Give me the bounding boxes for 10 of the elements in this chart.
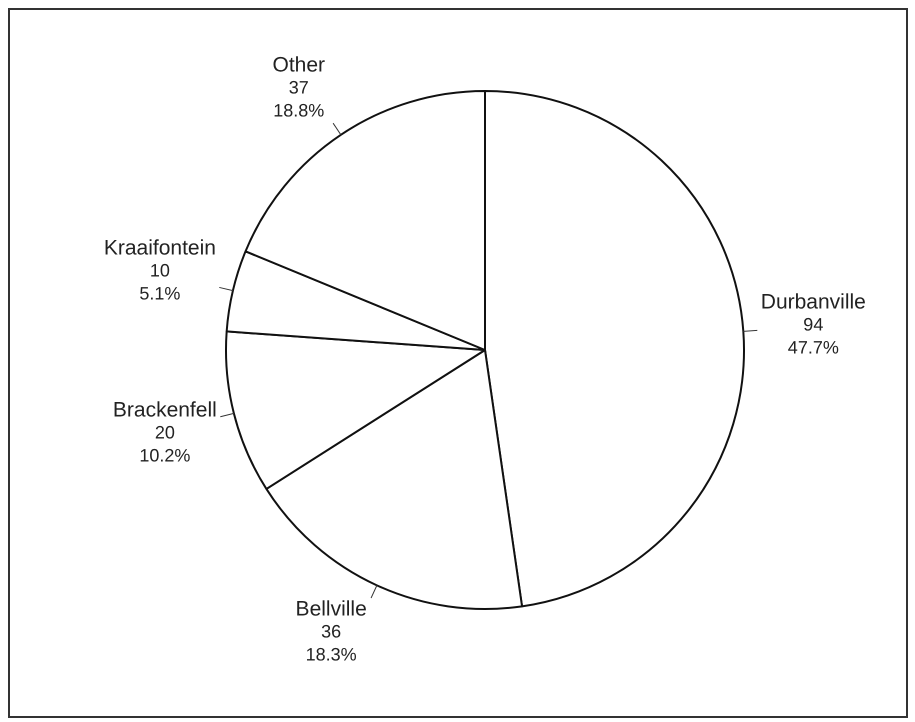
data-label: 20 10.2%	[139, 422, 190, 466]
slice-label: Durbanville	[760, 290, 866, 314]
slice-label: Kraaifontein	[104, 236, 216, 260]
data-label: 36 18.3%	[306, 622, 357, 665]
data-label: 37 18.8%	[273, 78, 324, 121]
slice-label: Bellville	[296, 597, 367, 620]
slice-label: Other	[272, 53, 326, 76]
data-label: 10 5.1%	[139, 260, 180, 304]
data-label: 94 47.7%	[788, 314, 839, 358]
slice-label: Brackenfell	[112, 398, 217, 422]
